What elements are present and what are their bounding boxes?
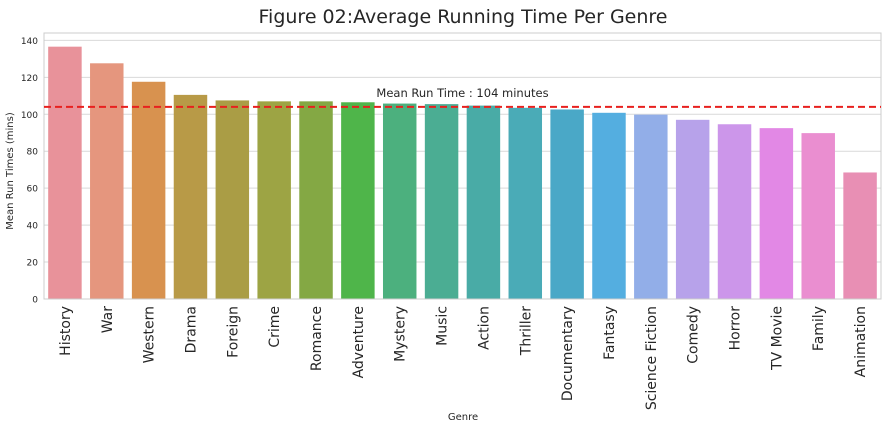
bar <box>634 114 668 300</box>
x-tick-label: Foreign <box>225 306 241 358</box>
y-tick-labels: 0 20 40 60 80 100 120 140 <box>21 37 38 306</box>
y-tick-label: 40 <box>27 222 39 232</box>
x-tick-label: Adventure <box>351 306 367 378</box>
bar <box>299 101 333 299</box>
x-tick-label: Drama <box>183 306 199 353</box>
x-tick-label: Crime <box>267 306 283 348</box>
x-axis-label: Genre <box>448 412 478 423</box>
bar <box>424 104 459 299</box>
x-tick-label: Music <box>435 306 451 346</box>
y-tick-label: 140 <box>21 37 38 47</box>
bar <box>466 105 501 300</box>
x-tick-label: TV Movie <box>769 306 785 371</box>
x-tick-label: Documentary <box>560 306 576 401</box>
plot-frame <box>43 32 882 300</box>
bar <box>801 133 835 299</box>
x-tick-label: Horror <box>728 306 744 351</box>
bar <box>675 119 710 299</box>
y-tick-label: 80 <box>27 148 39 158</box>
bar <box>90 63 124 299</box>
x-tick-label: Science Fiction <box>644 306 660 410</box>
y-tick-label: 20 <box>27 259 39 269</box>
bar <box>131 81 166 300</box>
y-tick-label: 0 <box>32 296 38 306</box>
bar <box>382 103 417 299</box>
x-tick-label: Comedy <box>686 306 702 364</box>
bar <box>48 46 82 299</box>
bar <box>550 109 584 299</box>
bar <box>717 124 752 299</box>
bar <box>257 101 291 299</box>
x-tick-label: Western <box>142 306 158 363</box>
bar <box>173 94 208 299</box>
x-tick-label: Family <box>811 306 827 351</box>
x-tick-label: Animation <box>853 306 869 377</box>
x-tick-label: History <box>58 306 74 356</box>
bars <box>48 46 877 300</box>
x-tick-label: Romance <box>309 306 325 371</box>
y-tick-label: 120 <box>21 74 38 84</box>
bar <box>341 102 375 299</box>
y-axis-label: Mean Run Times (mins) <box>5 112 16 230</box>
x-tick-label: War <box>100 306 116 334</box>
y-tick-label: 60 <box>27 185 39 195</box>
bar <box>215 100 250 299</box>
x-tick-label: Action <box>476 306 492 350</box>
x-tick-label: Mystery <box>393 306 409 362</box>
x-tick-labels: History War Western Drama Foreign Crime Romanc… <box>58 306 869 410</box>
y-tick-label: 100 <box>21 111 38 121</box>
bar <box>843 172 877 299</box>
x-tick-label: Thriller <box>518 306 534 356</box>
bar <box>759 128 794 299</box>
bar <box>508 107 543 299</box>
x-tick-label: Fantasy <box>602 306 618 360</box>
bar <box>592 112 626 299</box>
mean-reference-label: Mean Run Time : 104 minutes <box>376 86 548 100</box>
chart-title: Figure 02:Average Running Time Per Genre <box>259 6 668 28</box>
